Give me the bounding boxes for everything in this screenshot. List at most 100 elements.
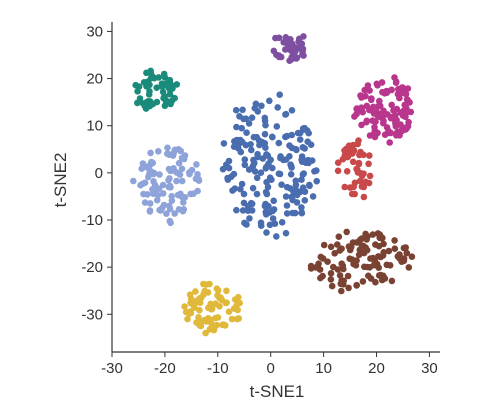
scatter-point <box>233 123 240 131</box>
scatter-point <box>356 246 364 254</box>
scatter-point <box>324 258 331 266</box>
scatter-point <box>263 151 270 158</box>
scatter-point <box>178 177 186 185</box>
scatter-point <box>235 315 243 322</box>
scatter-point <box>366 264 374 271</box>
scatter-point <box>391 74 398 81</box>
scatter-point <box>367 275 375 282</box>
scatter-point <box>270 47 278 55</box>
scatter-point <box>273 233 280 240</box>
scatter-point <box>147 149 154 157</box>
scatter-point <box>277 153 284 160</box>
scatter-point <box>288 193 296 201</box>
scatter-point <box>214 314 222 321</box>
scatter-point <box>192 299 199 307</box>
scatter-point <box>178 154 186 162</box>
scatter-point <box>234 306 241 314</box>
scatter-point <box>241 161 249 169</box>
scatter-point <box>266 97 273 105</box>
scatter-point <box>377 271 385 279</box>
scatter-point <box>275 34 283 42</box>
scatter-point <box>391 237 398 244</box>
scatter-point <box>298 209 306 217</box>
scatter-point <box>355 251 363 259</box>
scatter-point <box>349 158 357 166</box>
scatter-point <box>202 329 209 337</box>
scatter-point <box>340 265 347 273</box>
scatter-point <box>336 247 344 254</box>
scatter-point <box>187 299 194 307</box>
scatter-point <box>263 178 270 186</box>
scatter-point <box>240 115 247 123</box>
scatter-point <box>360 193 368 201</box>
cluster-6 <box>334 137 374 201</box>
scatter-point <box>404 85 412 92</box>
scatter-point <box>178 165 186 173</box>
scatter-point <box>166 175 173 182</box>
scatter-point <box>316 266 324 273</box>
scatter-point <box>269 215 277 222</box>
scatter-point <box>287 162 295 170</box>
scatter-point <box>345 243 353 250</box>
scatter-point <box>168 192 175 200</box>
scatter-point <box>225 157 233 165</box>
scatter-point <box>241 156 249 163</box>
scatter-point <box>254 153 261 161</box>
scatter-point <box>327 243 335 251</box>
scatter-point <box>319 272 326 280</box>
scatter-point <box>292 145 300 153</box>
scatter-point <box>315 260 322 268</box>
scatter-point <box>334 159 342 166</box>
scatter-point <box>309 193 317 200</box>
scatter-point <box>320 241 328 249</box>
scatter-point <box>153 84 160 91</box>
scatter-point <box>225 308 233 316</box>
x-tick-label: -10 <box>207 360 229 377</box>
scatter-point <box>288 40 296 48</box>
scatter-point <box>224 176 232 183</box>
scatter-point <box>298 204 305 211</box>
scatter-point <box>388 86 395 94</box>
scatter-point <box>301 197 309 204</box>
scatter-point <box>358 121 365 129</box>
scatter-point <box>142 163 150 171</box>
scatter-point <box>400 107 408 114</box>
scatter-point <box>149 159 157 167</box>
scatter-point <box>351 179 359 187</box>
scatter-point <box>276 91 284 98</box>
scatter-point <box>283 202 291 209</box>
scatter-point <box>336 272 344 279</box>
scatter-point <box>158 204 166 212</box>
scatter-point <box>175 159 183 167</box>
scatter-point <box>195 314 202 321</box>
scatter-point <box>299 185 307 193</box>
scatter-point <box>287 171 295 178</box>
x-tick-label: 10 <box>315 360 332 377</box>
scatter-point <box>366 106 374 114</box>
y-tick-label: -20 <box>81 259 103 276</box>
scatter-point <box>275 170 283 177</box>
scatter-point <box>331 250 339 257</box>
scatter-point <box>394 253 402 260</box>
scatter-point <box>168 167 176 174</box>
scatter-point <box>301 145 309 152</box>
scatter-point <box>366 152 373 159</box>
scatter-point <box>296 136 304 143</box>
scatter-point <box>275 52 283 59</box>
scatter-point <box>171 94 178 102</box>
scatter-point <box>165 202 173 210</box>
scatter-point <box>270 206 278 213</box>
scatter-point <box>248 146 255 154</box>
scatter-point <box>146 200 154 207</box>
scatter-point <box>239 207 247 214</box>
scatter-point <box>261 114 269 122</box>
scatter-point <box>177 147 184 155</box>
scatter-point <box>298 176 305 183</box>
scatter-point <box>193 161 200 168</box>
scatter-point <box>353 239 361 246</box>
scatter-point <box>387 114 395 122</box>
scatter-point <box>374 112 382 120</box>
scatter-point <box>212 300 219 308</box>
scatter-point <box>246 215 253 222</box>
scatter-point <box>237 136 244 144</box>
